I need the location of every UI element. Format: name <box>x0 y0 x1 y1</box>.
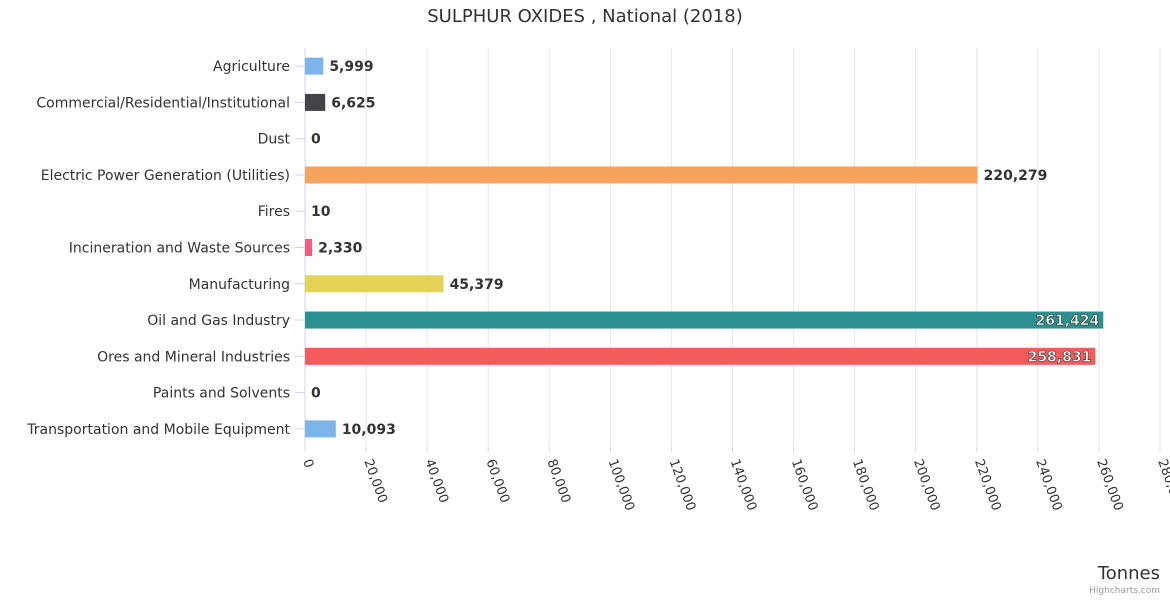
chart-title: SULPHUR OXIDES , National (2018) <box>427 6 743 27</box>
data-label: 2,330 <box>318 241 363 257</box>
x-tick-label: 120,000 <box>666 457 698 513</box>
bar[interactable] <box>305 239 313 256</box>
x-tick-label: 200,000 <box>910 457 942 513</box>
x-tick-label: 80,000 <box>544 457 574 505</box>
category-label: Commercial/Residential/Institutional <box>36 95 290 111</box>
x-tick-label: 100,000 <box>605 457 637 513</box>
data-label: 258,831 <box>1028 349 1092 365</box>
x-tick-label: 0 <box>299 457 316 470</box>
x-tick-label: 40,000 <box>421 457 451 505</box>
bar[interactable] <box>305 166 978 184</box>
data-label: 220,279 <box>984 168 1048 184</box>
category-label: Fires <box>258 204 290 220</box>
data-label: 10,093 <box>342 422 396 438</box>
x-tick-label: 140,000 <box>727 457 759 513</box>
data-label: 6,625 <box>331 95 375 111</box>
x-tick-label: 220,000 <box>971 457 1003 513</box>
x-tick-label: 280,000 <box>1154 457 1170 513</box>
category-label: Transportation and Mobile Equipment <box>26 422 290 438</box>
bar[interactable] <box>305 420 336 438</box>
category-label: Ores and Mineral Industries <box>97 349 290 365</box>
x-tick-label: 60,000 <box>482 457 512 505</box>
category-label: Incineration and Waste Sources <box>69 241 290 257</box>
x-tick-label: 160,000 <box>788 457 820 513</box>
bar[interactable] <box>305 57 324 75</box>
category-label: Dust <box>258 132 291 148</box>
x-tick-label: 260,000 <box>1093 457 1125 513</box>
data-label: 0 <box>311 386 321 402</box>
category-label: Electric Power Generation (Utilities) <box>41 168 290 184</box>
category-label: Manufacturing <box>189 277 290 293</box>
data-label: 10 <box>311 204 331 220</box>
data-label: 5,999 <box>329 59 373 75</box>
category-label: Paints and Solvents <box>153 386 290 402</box>
x-axis-title: Tonnes <box>1097 563 1160 584</box>
x-tick-label: 240,000 <box>1032 457 1064 513</box>
x-tick-label: 20,000 <box>360 457 390 505</box>
bar[interactable] <box>305 347 1096 365</box>
bar[interactable] <box>305 311 1104 329</box>
bar[interactable] <box>305 93 326 111</box>
category-label: Oil and Gas Industry <box>147 313 290 329</box>
data-label: 261,424 <box>1036 313 1100 329</box>
data-label: 45,379 <box>450 277 504 293</box>
credits-link[interactable]: Highcharts.com <box>1089 586 1160 596</box>
bar[interactable] <box>305 275 444 293</box>
category-label: Agriculture <box>213 59 290 75</box>
data-label: 0 <box>311 132 321 148</box>
x-tick-label: 180,000 <box>849 457 881 513</box>
